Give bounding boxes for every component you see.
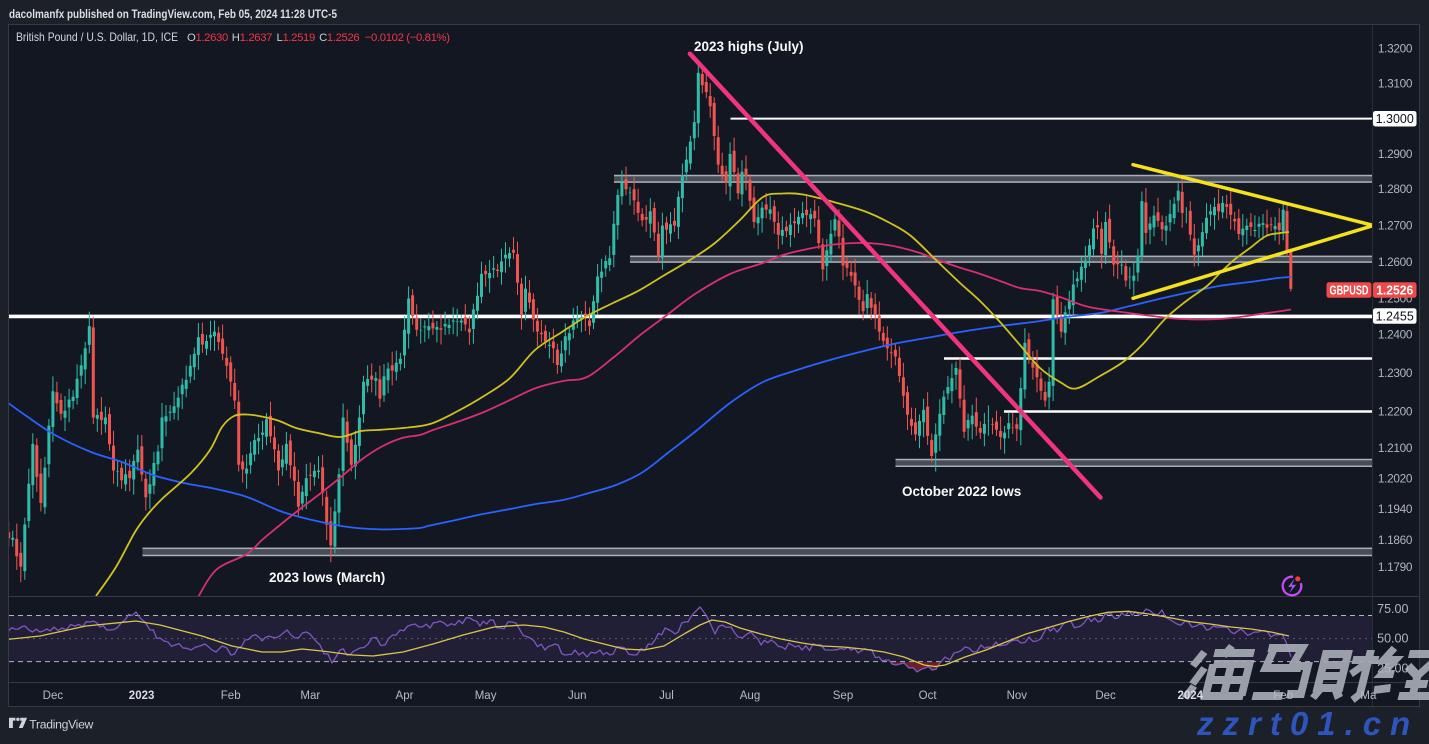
- svg-text:−0.0102 (−0.81%): −0.0102 (−0.81%): [365, 32, 450, 44]
- svg-text:zzrt01.cn: zzrt01.cn: [1196, 705, 1419, 739]
- svg-text:1.2800: 1.2800: [1378, 182, 1413, 196]
- svg-text:75.00: 75.00: [1377, 602, 1408, 616]
- svg-text:1.2400: 1.2400: [1378, 328, 1413, 342]
- svg-text:Ma: Ma: [1360, 690, 1377, 702]
- svg-text:1.2700: 1.2700: [1378, 219, 1413, 233]
- svg-text:Jun: Jun: [568, 690, 587, 702]
- svg-text:2024: 2024: [1178, 690, 1204, 702]
- svg-text:C1.2526: C1.2526: [319, 32, 359, 44]
- svg-text:1.2100: 1.2100: [1378, 441, 1413, 455]
- svg-text:dacolmanfx published on Tradin: dacolmanfx published on TradingView.com,…: [9, 7, 337, 21]
- svg-text:1.2526: 1.2526: [1376, 283, 1413, 297]
- svg-text:Oct: Oct: [919, 690, 938, 702]
- svg-text:1.1940: 1.1940: [1378, 502, 1413, 516]
- svg-text:May: May: [475, 690, 497, 702]
- svg-text:O1.2630: O1.2630: [187, 32, 228, 44]
- svg-text:1.3100: 1.3100: [1378, 77, 1413, 91]
- svg-text:Nov: Nov: [1007, 690, 1028, 702]
- svg-text:L1.2519: L1.2519: [277, 32, 315, 44]
- svg-text:1.2455: 1.2455: [1376, 309, 1414, 323]
- svg-text:1.2300: 1.2300: [1378, 366, 1413, 380]
- svg-text:1.3000: 1.3000: [1376, 112, 1414, 126]
- svg-text:October 2022 lows: October 2022 lows: [902, 484, 1021, 499]
- svg-text:British Pound / U.S. Dollar, 1: British Pound / U.S. Dollar, 1D, ICE: [16, 30, 178, 44]
- svg-text:1.2200: 1.2200: [1378, 405, 1413, 419]
- svg-text:1.1790: 1.1790: [1378, 560, 1413, 574]
- svg-text:2023 lows (March): 2023 lows (March): [269, 570, 385, 585]
- svg-text:H1.2637: H1.2637: [232, 32, 272, 44]
- svg-text:Feb: Feb: [1273, 690, 1293, 702]
- svg-text:1.1860: 1.1860: [1378, 533, 1413, 547]
- svg-text:50.00: 50.00: [1377, 631, 1408, 645]
- svg-text:GBPUSD: GBPUSD: [1330, 283, 1369, 297]
- svg-text:TradingView: TradingView: [29, 718, 93, 732]
- svg-text:Mar: Mar: [300, 690, 320, 702]
- svg-text:Sep: Sep: [833, 690, 853, 702]
- svg-text:1.2600: 1.2600: [1378, 255, 1413, 269]
- svg-text:1.2020: 1.2020: [1378, 471, 1413, 485]
- svg-text:25.00: 25.00: [1377, 661, 1408, 675]
- svg-text:2023 highs (July): 2023 highs (July): [694, 39, 804, 54]
- svg-text:1.2900: 1.2900: [1378, 147, 1413, 161]
- svg-text:Dec: Dec: [1095, 690, 1116, 702]
- svg-text:1.3200: 1.3200: [1378, 42, 1413, 56]
- svg-text:Apr: Apr: [396, 690, 414, 702]
- svg-text:Feb: Feb: [221, 690, 241, 702]
- svg-text:Aug: Aug: [740, 690, 760, 702]
- svg-text:Dec: Dec: [43, 690, 64, 702]
- svg-text:2023: 2023: [129, 690, 155, 702]
- svg-text:Jul: Jul: [659, 690, 674, 702]
